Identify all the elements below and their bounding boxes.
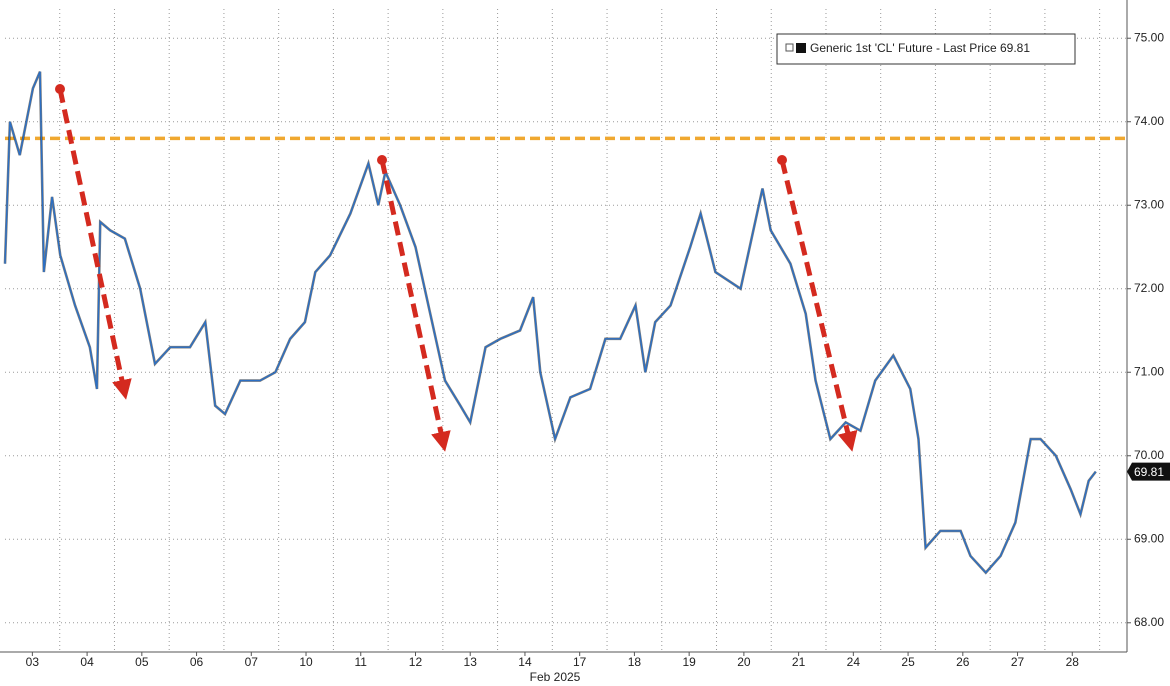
x-tick-label: 18 <box>628 655 642 669</box>
x-tick-label: 13 <box>464 655 478 669</box>
arrow <box>379 159 451 452</box>
x-tick-label: 21 <box>792 655 806 669</box>
x-tick-label: 04 <box>80 655 94 669</box>
x-tick-label: 07 <box>245 655 259 669</box>
x-tick-label: 10 <box>299 655 313 669</box>
x-tick-label: 14 <box>518 655 532 669</box>
y-tick-label: 74.00 <box>1134 114 1164 128</box>
y-tick-label: 73.00 <box>1134 197 1164 211</box>
x-tick-label: 03 <box>26 655 40 669</box>
legend-name: Generic 1st 'CL' Future - Last Price <box>810 41 997 55</box>
legend-box <box>776 33 1076 65</box>
legend-swatch <box>796 43 806 53</box>
x-tick-label: 26 <box>956 655 970 669</box>
y-tick-label: 72.00 <box>1134 281 1164 295</box>
x-tick-label: 20 <box>737 655 751 669</box>
legend-label: Generic 1st 'CL' Future - Last Price 69.… <box>810 41 1030 55</box>
x-tick-label: 19 <box>682 655 696 669</box>
price-line-shadow <box>3 71 1097 575</box>
x-tick-label: 17 <box>573 655 587 669</box>
x-tick-label: 27 <box>1011 655 1025 669</box>
x-tick-label: 06 <box>190 655 204 669</box>
legend-value: 69.81 <box>1000 41 1030 55</box>
x-axis-label: Feb 2025 <box>530 670 581 684</box>
y-tick-label: 69.00 <box>1134 531 1164 545</box>
grid <box>5 9 1127 652</box>
axes: 68.00 69.00 70.00 71.00 72.00 73.00 74.00 75.00… <box>26 30 1170 669</box>
last-price-label: 69.81 <box>1134 465 1164 479</box>
x-tick-label: 05 <box>135 655 149 669</box>
last-price-tag <box>1127 462 1170 481</box>
x-tick-label: 24 <box>847 655 861 669</box>
legend-icon <box>785 43 794 52</box>
arrow <box>779 159 858 452</box>
x-tick-label: 28 <box>1066 655 1080 669</box>
x-tick-label: 25 <box>901 655 915 669</box>
arrow <box>57 88 132 400</box>
x-tick-label: 11 <box>355 655 368 669</box>
y-tick-label: 75.00 <box>1134 30 1164 44</box>
y-tick-label: 71.00 <box>1134 364 1164 378</box>
price-line <box>4 71 1097 574</box>
y-tick-label: 68.00 <box>1134 615 1164 629</box>
legend: Generic 1st 'CL' Future - Last Price 69.… <box>776 33 1076 65</box>
arrows <box>55 84 858 452</box>
plot <box>3 71 1097 575</box>
y-tick-label: 70.00 <box>1134 448 1164 462</box>
x-tick-label: 12 <box>409 655 423 669</box>
